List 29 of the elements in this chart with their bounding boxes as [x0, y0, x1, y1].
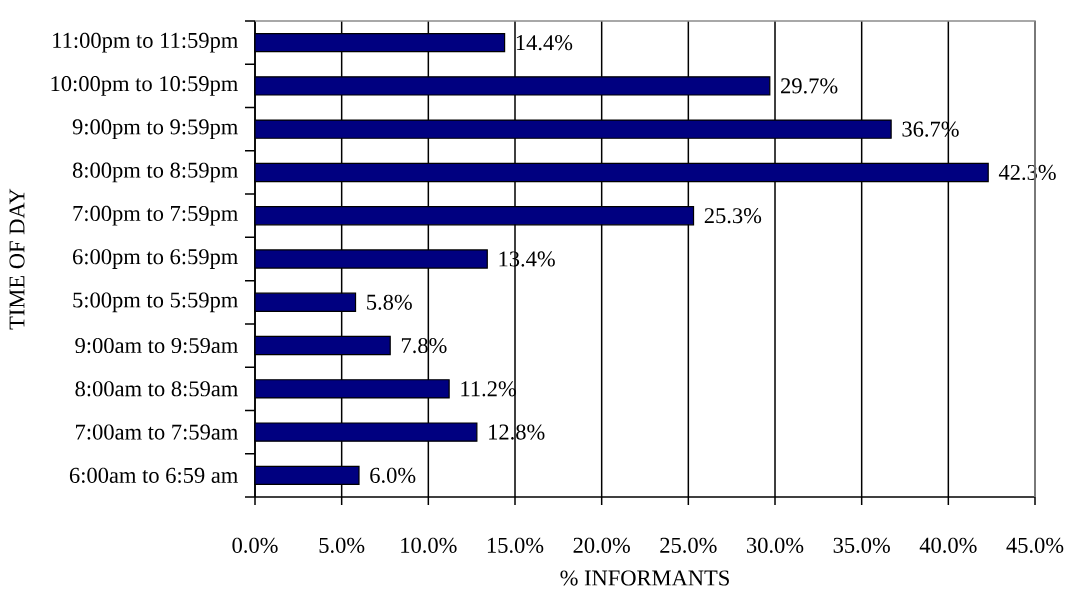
y-tick-label: 9:00pm to 9:59pm [72, 119, 238, 140]
y-tick-label: 5:00pm to 5:59pm [73, 292, 238, 313]
data-label: 5.8% [367, 294, 412, 310]
x-tick-label: 5.0% [319, 537, 365, 553]
y-tick-label: 7:00am to 7:59am [76, 424, 238, 440]
x-tick-label: 30.0% [747, 537, 804, 553]
x-tick-label: 25.0% [660, 537, 717, 553]
x-tick-label: 0.0% [232, 537, 278, 553]
data-label: 25.3% [704, 208, 762, 224]
x-tick-label: 15.0% [487, 537, 544, 553]
y-tick-label: 7:00pm to 7:59pm [73, 205, 238, 226]
y-tick-label: 6:00am to 6:59 am [69, 467, 238, 483]
x-tick-label: 20.0% [573, 537, 630, 553]
x-tick-label: 10.0% [401, 537, 457, 553]
y-tick-label: 8:00am to 8:59am [75, 381, 238, 397]
data-label: 14.4% [516, 35, 573, 51]
data-label: 6.0% [370, 467, 416, 483]
x-tick-label: 40.0% [919, 537, 977, 553]
y-tick-label: 8:00pm to 8:59pm [72, 162, 238, 183]
x-axis-title: % INFORMANTS [560, 570, 729, 586]
y-tick-label: 11:00pm to 11:59pm [53, 32, 238, 53]
y-tick-label: 10:00pm to 10:59pm [51, 76, 238, 96]
data-label: 29.7% [781, 78, 838, 94]
data-label: 42.3% [998, 164, 1056, 181]
y-axis-title: TIME OF DAY [9, 188, 25, 330]
x-tick-label: 35.0% [833, 537, 890, 553]
x-tick-label: 45.0% [1006, 537, 1064, 553]
y-tick-label: 9:00am to 9:59am [75, 337, 238, 354]
y-tick-label: 6:00pm to 6:59pm [73, 249, 238, 269]
